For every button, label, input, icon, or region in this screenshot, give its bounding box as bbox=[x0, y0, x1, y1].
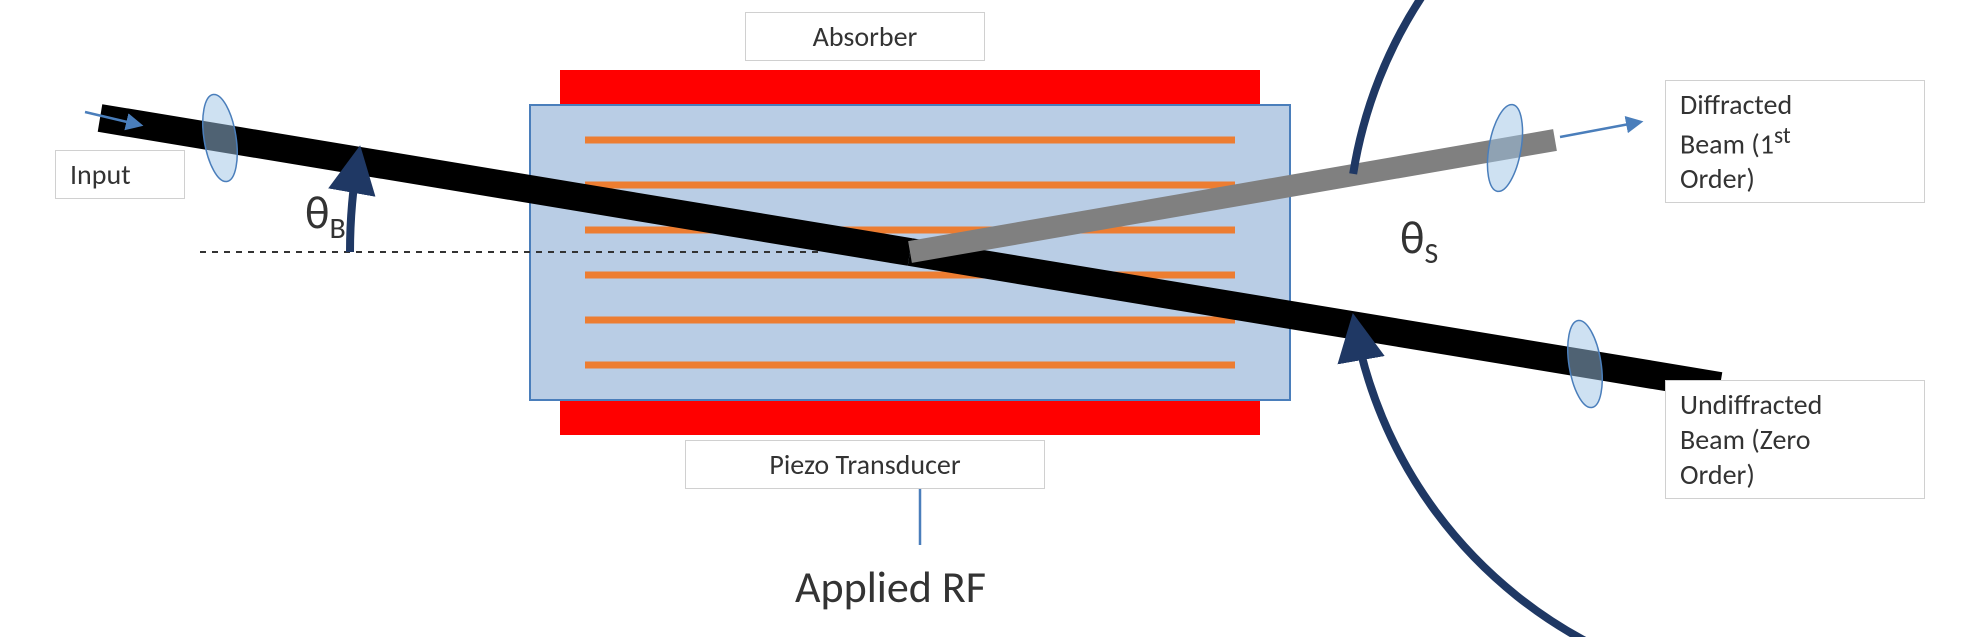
diffracted-arrow bbox=[1560, 122, 1640, 137]
absorber-top bbox=[560, 70, 1260, 105]
diffracted-beam-label: DiffractedBeam (1stOrder) bbox=[1665, 80, 1925, 203]
undiffracted-beam-label: UndiffractedBeam (ZeroOrder) bbox=[1665, 380, 1925, 499]
lens-diffracted bbox=[1482, 102, 1529, 194]
absorber-label: Absorber bbox=[745, 12, 985, 61]
lens-input bbox=[197, 92, 242, 184]
lens-undiffracted bbox=[1562, 318, 1607, 410]
piezo-label: Piezo Transducer bbox=[685, 440, 1045, 489]
applied-rf-label: Applied RF bbox=[795, 560, 986, 614]
input-label: Input bbox=[55, 150, 185, 199]
theta-b-label: θB bbox=[305, 185, 346, 247]
theta-s-label: θS bbox=[1400, 210, 1438, 272]
transducer-bottom bbox=[560, 400, 1260, 435]
